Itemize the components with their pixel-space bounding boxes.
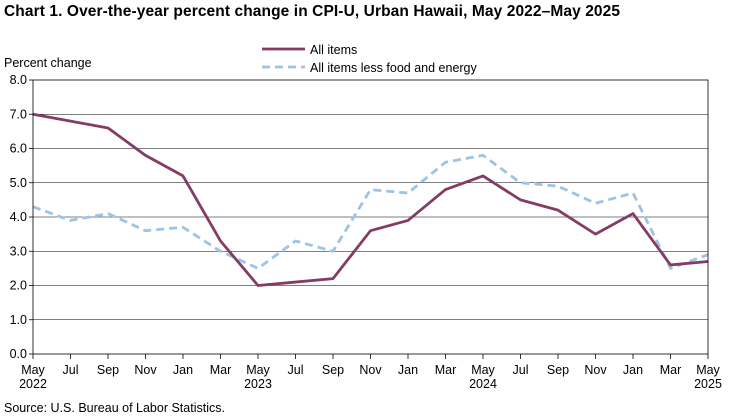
chart-title: Chart 1. Over-the-year percent change in… [4, 3, 621, 20]
series-group [32, 112, 709, 287]
tick-labels: 0.0 1.0 2.0 3.0 4.0 5.0 6.0 7.0 8.0 May Jul Sep Nov J… [10, 73, 722, 391]
legend-label-core: All items less food and energy [310, 61, 478, 75]
y-tick-label: 5.0 [10, 176, 27, 190]
series-line-core [32, 153, 709, 270]
x-tick-label: May [696, 363, 720, 377]
x-tick-label: Mar [210, 363, 232, 377]
x-tick-label: Sep [322, 363, 344, 377]
x-tick-label: Nov [359, 363, 382, 377]
x-tick-label: Jul [513, 363, 529, 377]
y-tick-label: 8.0 [10, 73, 27, 87]
y-tick-label: 3.0 [10, 244, 27, 258]
y-tick-label: 0.0 [10, 347, 27, 361]
y-tick-label: 4.0 [10, 210, 27, 224]
x-tick-label: May [246, 363, 270, 377]
x-tick-label: Jul [288, 363, 304, 377]
source-note: Source: U.S. Bureau of Labor Statistics. [4, 401, 225, 415]
x-year-label: 2023 [244, 377, 272, 391]
x-year-label: 2022 [19, 377, 47, 391]
x-tick-label: Jan [398, 363, 418, 377]
y-tick-label: 1.0 [10, 313, 27, 327]
y-tick-label: 2.0 [10, 279, 27, 293]
x-tick-label: May [21, 363, 45, 377]
x-tick-label: Jul [63, 363, 79, 377]
series-line-all-items [32, 112, 709, 287]
x-tick-label: Mar [435, 363, 457, 377]
x-tick-label: Nov [584, 363, 607, 377]
x-tick-label: Nov [134, 363, 157, 377]
x-tick-label: May [471, 363, 495, 377]
x-tick-label: Jan [623, 363, 643, 377]
x-year-label: 2024 [469, 377, 497, 391]
axes [29, 79, 709, 359]
legend-label-all-items: All items [310, 43, 357, 57]
x-year-label: 2025 [694, 377, 722, 391]
x-tick-label: Sep [97, 363, 119, 377]
gridlines [33, 113, 708, 321]
legend: All items All items less food and energy [262, 43, 478, 75]
y-tick-label: 6.0 [10, 142, 27, 156]
y-axis-label: Percent change [4, 56, 92, 70]
x-tick-label: Jan [173, 363, 193, 377]
x-tick-label: Mar [660, 363, 682, 377]
x-tick-label: Sep [547, 363, 569, 377]
y-tick-label: 7.0 [10, 107, 27, 121]
